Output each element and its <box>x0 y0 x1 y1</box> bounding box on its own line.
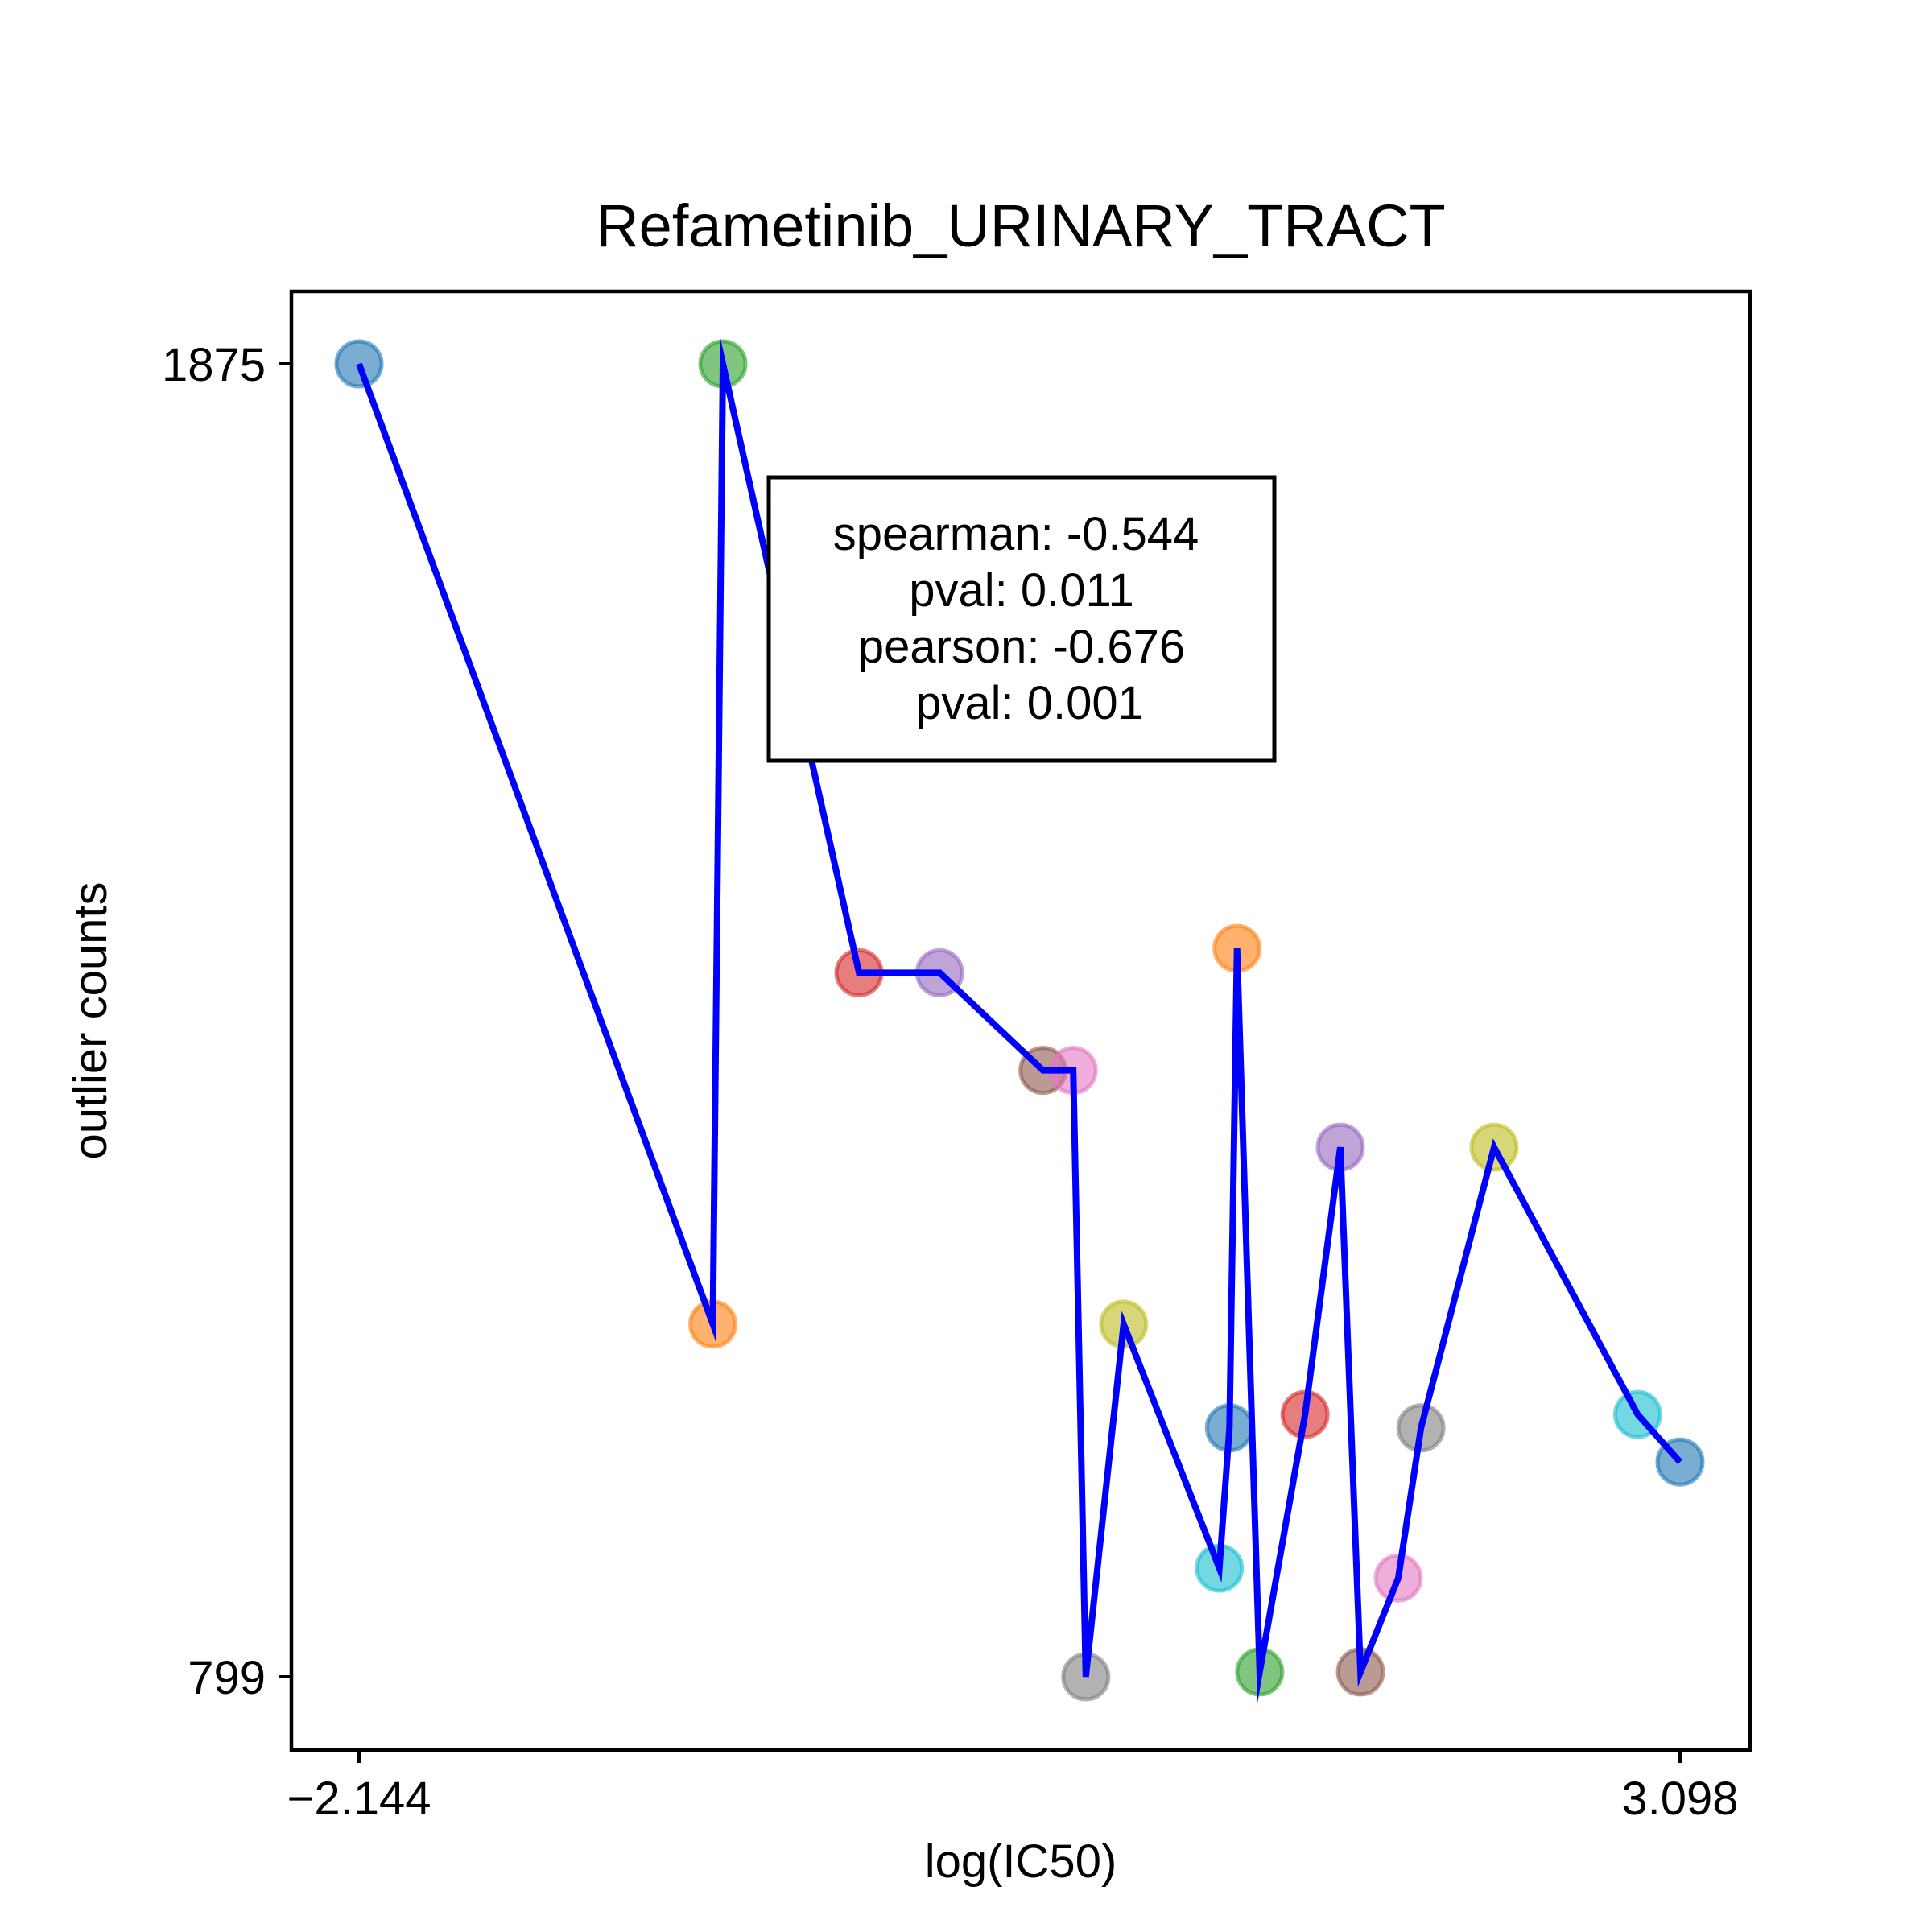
stats-box <box>766 475 1277 763</box>
chart-title: Refametinib_URINARY_TRACT <box>596 192 1446 259</box>
stats-line-pearson: pearson: -0.676 <box>858 621 1185 673</box>
plot-frame <box>289 289 1752 1752</box>
x-tick-label: 3.098 <box>1621 1773 1738 1825</box>
y-axis-label: outlier counts <box>64 882 117 1160</box>
x-axis-label: log(IC50) <box>925 1835 1117 1888</box>
stats-line-pearson-pval: pval: 0.001 <box>915 677 1144 729</box>
y-tick-label: 1875 <box>162 339 266 391</box>
x-tick-label: −2.144 <box>287 1773 431 1825</box>
stats-line-spearman: spearman: -0.544 <box>833 508 1199 560</box>
stats-line-spearman-pval: pval: 0.011 <box>909 564 1133 617</box>
plot-area <box>334 336 1705 1703</box>
y-tick-label: 799 <box>188 1652 266 1704</box>
series-line <box>356 336 1682 1703</box>
axes: −2.144 3.098 1875 799 <box>162 339 1739 1825</box>
stats-annotation: spearman: -0.544 pval: 0.011 pearson: -0… <box>766 475 1277 763</box>
